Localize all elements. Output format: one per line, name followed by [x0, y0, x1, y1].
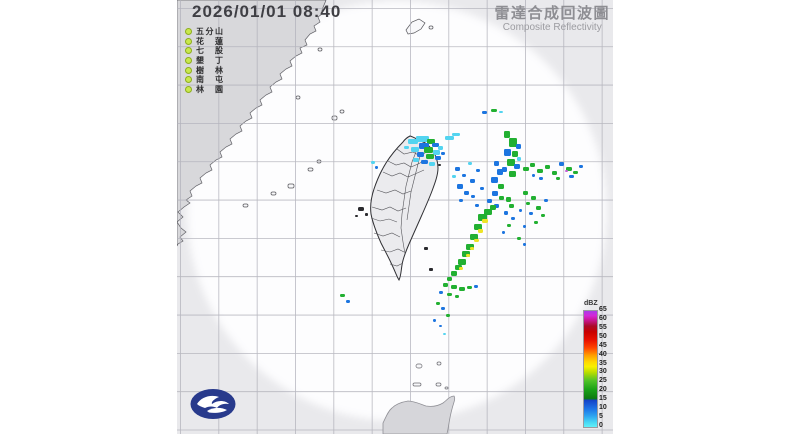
station-name: 林園: [196, 84, 223, 94]
colorbar-tick: 65: [599, 306, 607, 313]
luzon-island: [382, 395, 456, 434]
page-title: 雷達合成回波圖: [494, 5, 610, 22]
station-item: 五分山: [185, 27, 223, 37]
station-dot-icon: [185, 57, 192, 65]
station-dot-icon: [185, 76, 192, 84]
station-item: 花蓮: [185, 37, 223, 47]
radar-echo-layer: [340, 109, 583, 335]
station-item: 南屯: [185, 75, 223, 85]
colorbar-tick: 5: [599, 413, 603, 421]
cwb-logo-wave-icon: [197, 395, 229, 408]
colorbar-tick: 60: [599, 314, 607, 322]
station-name: 五分山: [196, 27, 223, 37]
colorbar-tick: 0: [599, 422, 603, 429]
page-subtitle: Composite Reflectivity: [502, 22, 602, 33]
colorbar-tick: 55: [599, 323, 607, 331]
colorbar-tick: 25: [599, 377, 607, 385]
station-dot-icon: [185, 47, 192, 55]
station-dot-icon: [185, 28, 192, 36]
station-name: 樹林: [196, 65, 223, 75]
station-name: 墾丁: [196, 56, 223, 66]
colorbar-tick: 45: [599, 341, 607, 349]
cwb-logo-wave2-icon: [207, 407, 227, 413]
radar-map: 2026/01/01 08:40 五分山花蓮七股墾丁樹林南屯林園 雷達合成回波圖…: [177, 0, 613, 434]
station-dot-icon: [185, 85, 192, 93]
station-item: 墾丁: [185, 56, 223, 66]
china-landmass: [177, 0, 327, 247]
colorbar-tick: 35: [599, 359, 607, 367]
colorbar-tick: 15: [599, 395, 607, 403]
station-name: 七股: [196, 46, 223, 56]
colorbar-tick: 30: [599, 368, 607, 376]
station-item: 樹林: [185, 65, 223, 75]
colorbar-gradient: [583, 310, 598, 428]
colorbar-tick: 20: [599, 386, 607, 394]
station-name: 南屯: [196, 75, 223, 85]
station-dot-icon: [185, 66, 192, 74]
colorbar-tick: 40: [599, 350, 607, 358]
cwb-logo: [190, 389, 236, 419]
station-dot-icon: [185, 37, 192, 45]
dbz-colorbar: dBZ 65 60 55 50 45 40 35 30 25 20 15 10 5 0: [583, 300, 613, 429]
colorbar-unit-label: dBZ: [584, 300, 598, 307]
station-name: 花蓮: [196, 36, 223, 46]
colorbar-tick: 50: [599, 332, 607, 340]
station-item: 林園: [185, 85, 223, 95]
station-item: 七股: [185, 46, 223, 56]
timestamp: 2026/01/01 08:40: [192, 2, 342, 21]
map-graphic: [177, 0, 613, 434]
station-legend: 五分山花蓮七股墾丁樹林南屯林園: [185, 27, 223, 94]
colorbar-tick: 10: [599, 404, 607, 412]
title-block: 雷達合成回波圖 Composite Reflectivity: [494, 2, 610, 33]
babuyan-islets: [412, 361, 449, 390]
offshore-islets: [355, 164, 441, 271]
colorbar-ticks: 65 60 55 50 45 40 35 30 25 20 15 10 5 0: [599, 306, 613, 429]
